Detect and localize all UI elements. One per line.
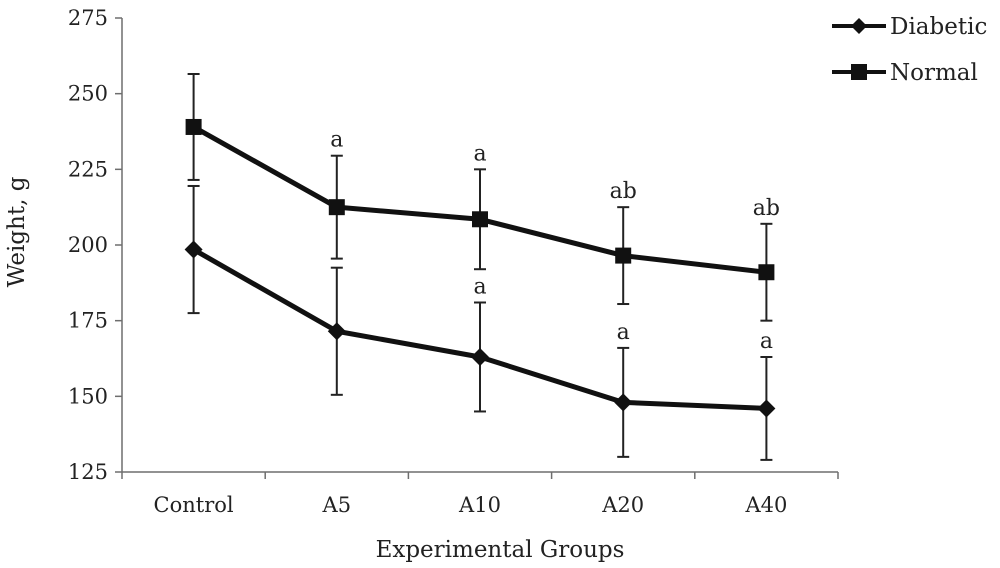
data-point-normal xyxy=(615,247,632,264)
legend-marker-normal xyxy=(851,64,867,80)
y-ticks: 125 150 175 200 225 250 275 xyxy=(68,6,122,484)
data-point-diabetic xyxy=(614,393,633,412)
y-tick-label: 275 xyxy=(68,6,108,30)
legend-item-diabetic: Diabetic xyxy=(832,14,987,40)
series-layer xyxy=(184,72,776,461)
significance-label-normal: a xyxy=(473,141,486,166)
y-tick-label: 200 xyxy=(68,233,108,257)
significance-label-normal: ab xyxy=(610,179,637,204)
annotation-layer: a a a a a ab ab xyxy=(330,128,780,354)
x-axis-title: Experimental Groups xyxy=(376,537,625,563)
y-tick-label: 250 xyxy=(68,82,108,106)
y-tick-label: 175 xyxy=(68,309,108,333)
x-tick-label: A5 xyxy=(322,493,352,517)
legend-item-normal: Normal xyxy=(832,60,978,86)
y-tick-label: 225 xyxy=(68,157,108,181)
data-point-normal xyxy=(328,199,345,216)
legend-label-normal: Normal xyxy=(890,60,978,86)
data-point-diabetic xyxy=(757,399,776,418)
significance-label-diabetic: a xyxy=(473,275,486,300)
y-tick-label: 150 xyxy=(68,384,108,408)
x-tick-label: A10 xyxy=(458,493,501,517)
x-ticks: Control A5 A10 A20 A40 xyxy=(121,472,839,517)
series-diabetic xyxy=(184,184,776,461)
data-point-normal xyxy=(758,264,775,281)
data-point-diabetic xyxy=(327,322,346,341)
y-tick-label: 125 xyxy=(68,460,108,484)
x-tick-label: A20 xyxy=(601,493,644,517)
significance-label-normal: ab xyxy=(753,196,780,221)
x-tick-label: Control xyxy=(154,493,234,517)
data-point-diabetic xyxy=(471,347,489,366)
legend: Diabetic Normal xyxy=(832,14,987,86)
legend-marker-diabetic xyxy=(851,18,867,34)
data-point-diabetic xyxy=(184,240,203,259)
y-axis-title: Weight, g xyxy=(4,176,30,287)
significance-label-diabetic: a xyxy=(760,329,773,354)
data-point-normal xyxy=(185,118,202,135)
data-point-normal xyxy=(472,211,488,228)
significance-label-diabetic: a xyxy=(617,320,630,345)
series-normal xyxy=(185,72,775,322)
x-tick-label: A40 xyxy=(744,493,787,517)
legend-label-diabetic: Diabetic xyxy=(890,14,987,40)
significance-label-normal: a xyxy=(330,128,343,153)
